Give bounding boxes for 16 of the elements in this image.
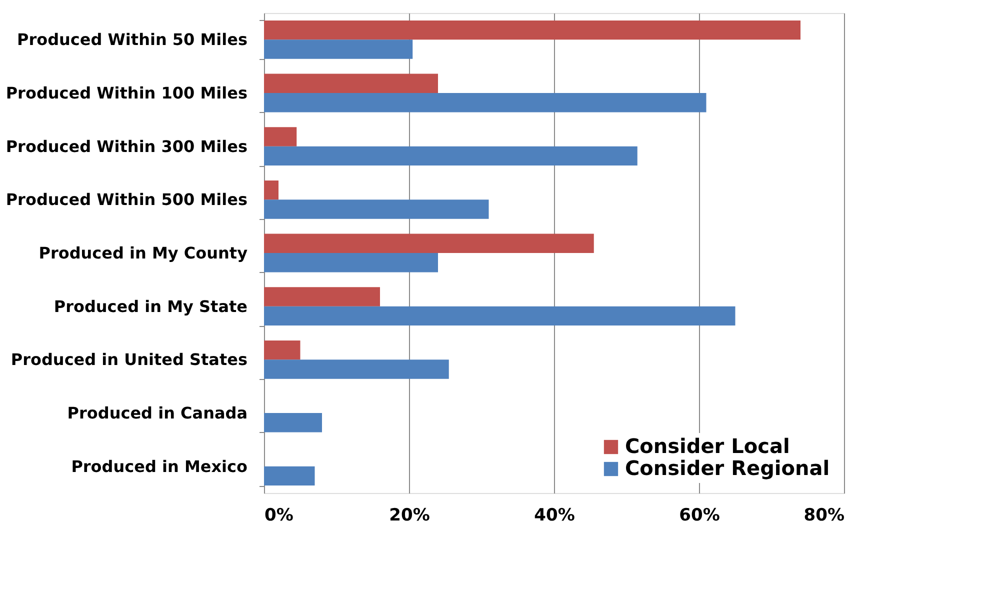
x-tick-label: 60% (679, 506, 720, 526)
x-tick-label: 80% (804, 506, 844, 526)
y-tick-label: Produced Within 500 Miles (6, 190, 248, 210)
y-tick-label: Produced Within 300 Miles (6, 136, 248, 156)
legend-label: Consider Local (625, 434, 790, 458)
legend-label: Consider Regional (625, 456, 830, 480)
y-tick-label: Produced in My State (54, 296, 248, 316)
y-tick-label: Produced in My County (38, 244, 248, 262)
y-tick-label: Produced Within 50 Miles (16, 30, 248, 50)
y-tick-label: Produced in United States (10, 350, 248, 370)
y-tick-label: Produced Within 100 Miles (6, 84, 248, 102)
x-tick-label: 40% (534, 506, 575, 526)
x-tick-label: 20% (389, 506, 430, 526)
y-tick-label: Produced in Mexico (71, 456, 248, 476)
y-tick-label: Produced in Canada (67, 404, 248, 422)
x-tick-label: 0% (264, 506, 294, 526)
